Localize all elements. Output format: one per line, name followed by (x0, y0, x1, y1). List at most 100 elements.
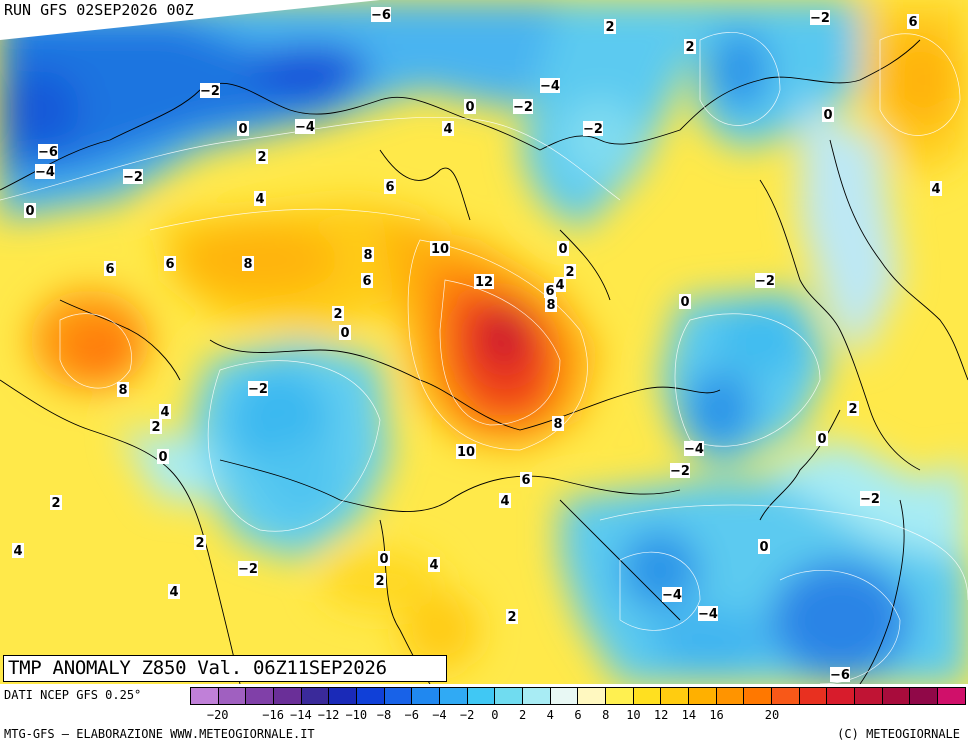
scale-tick-label: −8 (376, 708, 392, 722)
contour-label-bg (474, 274, 494, 289)
contour-label: 6 (545, 284, 554, 299)
legend-panel: DATI NCEP GFS 0.25° −20 −16 −14 −12 −10 −8 −6−… (0, 684, 968, 745)
contour-label: 0 (238, 122, 247, 137)
contour-label: 6 (521, 473, 530, 488)
contour-label-bg (557, 241, 569, 256)
contour-label: 4 (500, 494, 509, 509)
contour-label-bg (544, 283, 556, 298)
contour-label: 6 (385, 180, 394, 195)
contour-label-bg (698, 606, 718, 621)
contour-label: 4 (443, 122, 452, 137)
contour-label: 0 (680, 295, 689, 310)
contour-label: −6 (38, 145, 58, 160)
contour-label: 6 (362, 274, 371, 289)
scale-tick-label: 6 (574, 708, 582, 722)
contour-label-bg (554, 277, 566, 292)
contour-label-bg (295, 119, 315, 134)
contour-label-bg (362, 247, 374, 262)
contour-label-bg (499, 493, 511, 508)
contour-label: 0 (25, 204, 34, 219)
contour-label: −6 (371, 8, 391, 23)
contour-label-bg (810, 10, 830, 25)
contour-label-bg (24, 203, 36, 218)
contour-label: 8 (118, 383, 127, 398)
contour-label: 2 (565, 265, 574, 280)
scale-tick-label: 4 (546, 708, 554, 722)
color-swatch (938, 687, 966, 705)
contour-label-bg (339, 325, 351, 340)
anomaly-map: −6 −2 0 −4 −6 −4 −2 2 0 4 0 −4 −2 4 2 −2 6 2 −2 0 4 6 8 8 6 6 10 0 2… (0, 0, 968, 684)
scale-tick-label: −16 (262, 708, 284, 722)
contour-label: 2 (375, 574, 384, 589)
contour-label: −2 (670, 464, 690, 479)
contour-label: 2 (685, 40, 694, 55)
contour-label: 2 (605, 20, 614, 35)
contour-label: −6 (830, 668, 850, 683)
contour-label-bg (755, 273, 775, 288)
color-swatch (467, 687, 496, 705)
contour-label: 10 (457, 445, 475, 460)
contour-label: 12 (475, 275, 493, 290)
scale-tick-label: 12 (653, 708, 669, 722)
contour-label: −4 (684, 442, 704, 457)
color-swatch (661, 687, 690, 705)
contour-label-bg (117, 382, 129, 397)
contour-label: −4 (662, 588, 682, 603)
contour-label: 0 (759, 540, 768, 555)
run-label: RUN GFS 02SEP2026 00Z (4, 1, 194, 19)
contour-label-bg (907, 14, 919, 29)
color-swatch (633, 687, 662, 705)
contour-label: −4 (540, 79, 560, 94)
contour-label-bg (150, 419, 162, 434)
contour-label-bg (545, 297, 557, 312)
contour-label: 4 (160, 405, 169, 420)
contour-label: 2 (848, 402, 857, 417)
contour-label: 2 (333, 307, 342, 322)
contour-label-bg (662, 587, 682, 602)
contour-label: 6 (105, 262, 114, 277)
contour-label-bg (242, 256, 254, 271)
contour-label: 0 (158, 450, 167, 465)
contour-label-bg (456, 444, 476, 459)
contour-label-bg (520, 472, 532, 487)
contour-label: 0 (823, 108, 832, 123)
contour-label: 4 (255, 192, 264, 207)
contour-label-bg (123, 169, 143, 184)
scale-tick-label: −4 (432, 708, 447, 722)
color-swatch (495, 687, 524, 705)
contour-label-bg (378, 551, 390, 566)
contour-label: 2 (151, 420, 160, 435)
contour-label-bg (374, 573, 386, 588)
color-swatch (772, 687, 800, 705)
contour-label-bg (430, 241, 450, 256)
footer-credit: MTG-GFS — ELABORAZIONE WWW.METEOGIORNALE… (4, 727, 315, 741)
contour-label: −2 (810, 11, 830, 26)
color-swatch (606, 687, 634, 705)
contour-label: 8 (363, 248, 372, 263)
scale-tick-label: 2 (518, 708, 527, 722)
color-swatch (246, 687, 275, 705)
contour-label: 6 (165, 257, 174, 272)
contour-label: 0 (558, 242, 567, 257)
map-corner-mask (0, 0, 380, 40)
contour-label-bg (35, 164, 55, 179)
color-swatch (744, 687, 773, 705)
contour-label-bg (254, 191, 266, 206)
contour-label-bg (860, 491, 880, 506)
contour-label-bg (200, 83, 220, 98)
contour-label: 2 (257, 150, 266, 165)
scale-tick-label: 8 (602, 708, 610, 722)
contour-label-bg (168, 584, 180, 599)
map-title: TMP ANOMALY Z850 Val. 06Z11SEP2026 (8, 657, 387, 679)
contour-label: 0 (465, 100, 474, 115)
contour-label-bg (540, 78, 560, 93)
color-scale-bar (190, 687, 966, 705)
color-swatch (716, 687, 745, 705)
contour-label: −2 (123, 170, 143, 185)
contour-label-bg (816, 431, 828, 446)
contour-label: −2 (755, 274, 775, 289)
contour-label-bg (830, 667, 850, 682)
contour-label: −2 (583, 122, 603, 137)
contour-label-bg (256, 149, 268, 164)
